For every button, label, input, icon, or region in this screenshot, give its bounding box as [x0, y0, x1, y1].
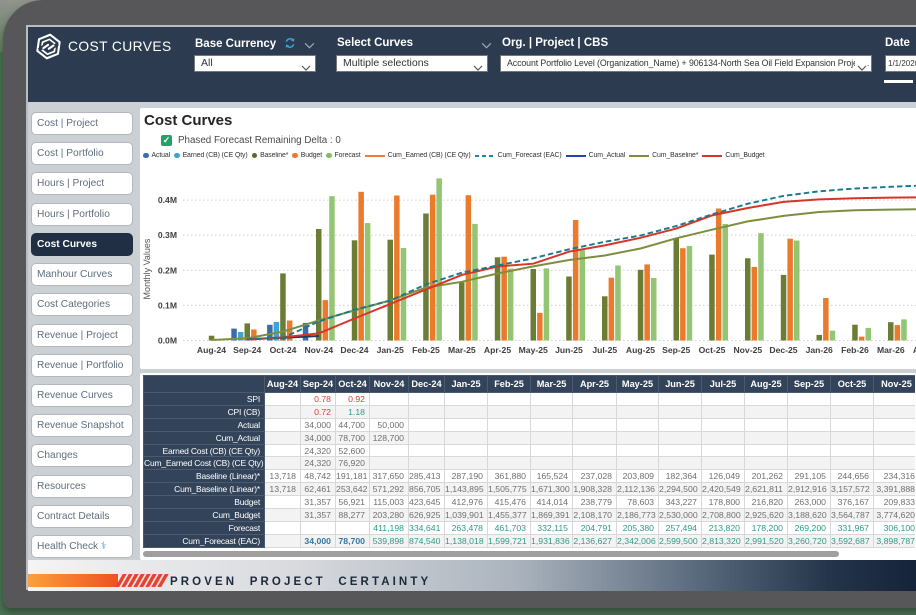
svg-text:May-25: May-25: [519, 345, 548, 355]
svg-text:Oct-25: Oct-25: [699, 345, 726, 355]
svg-text:Monthly Values: Monthly Values: [142, 238, 152, 299]
svg-text:Mar-25: Mar-25: [448, 345, 476, 355]
svg-text:0.4M: 0.4M: [158, 195, 177, 205]
svg-text:Aug-25: Aug-25: [626, 345, 655, 355]
svg-text:Jul-25: Jul-25: [592, 345, 617, 355]
svg-text:0.0M: 0.0M: [158, 336, 177, 346]
svg-text:Feb-25: Feb-25: [412, 345, 440, 355]
svg-text:Oct-24: Oct-24: [270, 345, 297, 355]
svg-text:Dec-24: Dec-24: [340, 345, 368, 355]
svg-text:0.1M: 0.1M: [158, 300, 177, 310]
svg-text:Sep-24: Sep-24: [233, 345, 261, 355]
svg-text:Sep-25: Sep-25: [662, 345, 690, 355]
svg-text:Apr-26: Apr-26: [913, 345, 916, 355]
svg-text:Jun-25: Jun-25: [555, 345, 583, 355]
svg-text:Jan-26: Jan-26: [806, 345, 833, 355]
svg-text:Jan-25: Jan-25: [377, 345, 404, 355]
svg-text:Dec-25: Dec-25: [769, 345, 797, 355]
svg-text:Feb-26: Feb-26: [841, 345, 869, 355]
svg-text:Apr-25: Apr-25: [484, 345, 511, 355]
svg-text:Mar-26: Mar-26: [877, 345, 905, 355]
svg-text:0.3M: 0.3M: [158, 230, 177, 240]
svg-text:Aug-24: Aug-24: [197, 345, 226, 355]
svg-text:Nov-24: Nov-24: [304, 345, 333, 355]
svg-text:Nov-25: Nov-25: [733, 345, 762, 355]
svg-text:0.2M: 0.2M: [158, 265, 177, 275]
